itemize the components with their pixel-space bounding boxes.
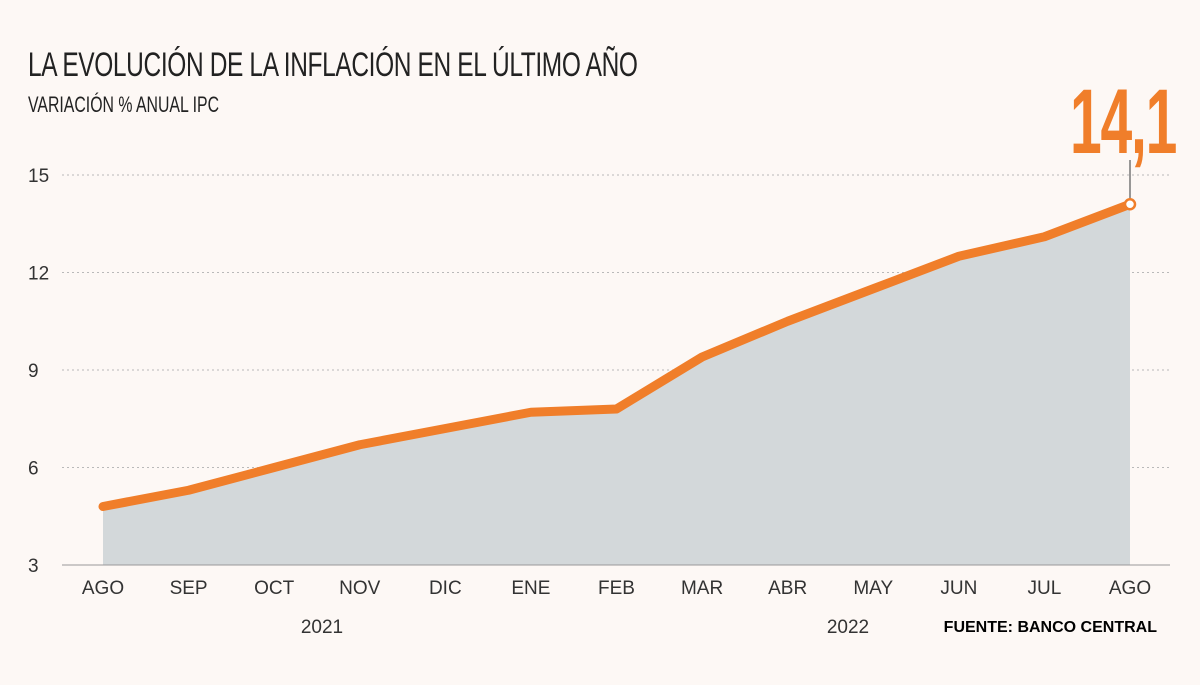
chart-subtitle: VARIACIÓN % ANUAL IPC	[28, 92, 220, 117]
year-label: 2022	[827, 617, 869, 638]
y-tick-label: 6	[28, 459, 39, 480]
y-tick-label: 3	[28, 556, 39, 577]
chart-title: LA EVOLUCIÓN DE LA INFLACIÓN EN EL ÚLTIM…	[28, 46, 638, 84]
x-tick-label: SEP	[170, 578, 208, 599]
x-tick-label: ENE	[511, 578, 550, 599]
y-tick-label: 15	[28, 166, 49, 187]
area-fill	[103, 204, 1130, 565]
data-point	[1123, 198, 1137, 211]
x-tick-label: MAY	[853, 578, 893, 599]
x-tick-label: AGO	[1109, 578, 1151, 599]
y-tick-label: 12	[28, 264, 49, 285]
x-tick-label: JUL	[1028, 578, 1062, 599]
x-tick-label: DIC	[429, 578, 462, 599]
x-tick-label: NOV	[339, 578, 381, 599]
x-tick-label: ABR	[768, 578, 807, 599]
y-tick-label: 9	[28, 361, 39, 382]
year-label: 2021	[301, 617, 343, 638]
x-tick-label: AGO	[82, 578, 124, 599]
x-tick-label: JUN	[940, 578, 977, 599]
highlight-value-label: 14,1	[1070, 71, 1177, 173]
x-tick-label: MAR	[681, 578, 723, 599]
source-label: FUENTE: BANCO CENTRAL	[944, 619, 1158, 636]
x-tick-label: OCT	[254, 578, 295, 599]
x-tick-label: FEB	[598, 578, 635, 599]
